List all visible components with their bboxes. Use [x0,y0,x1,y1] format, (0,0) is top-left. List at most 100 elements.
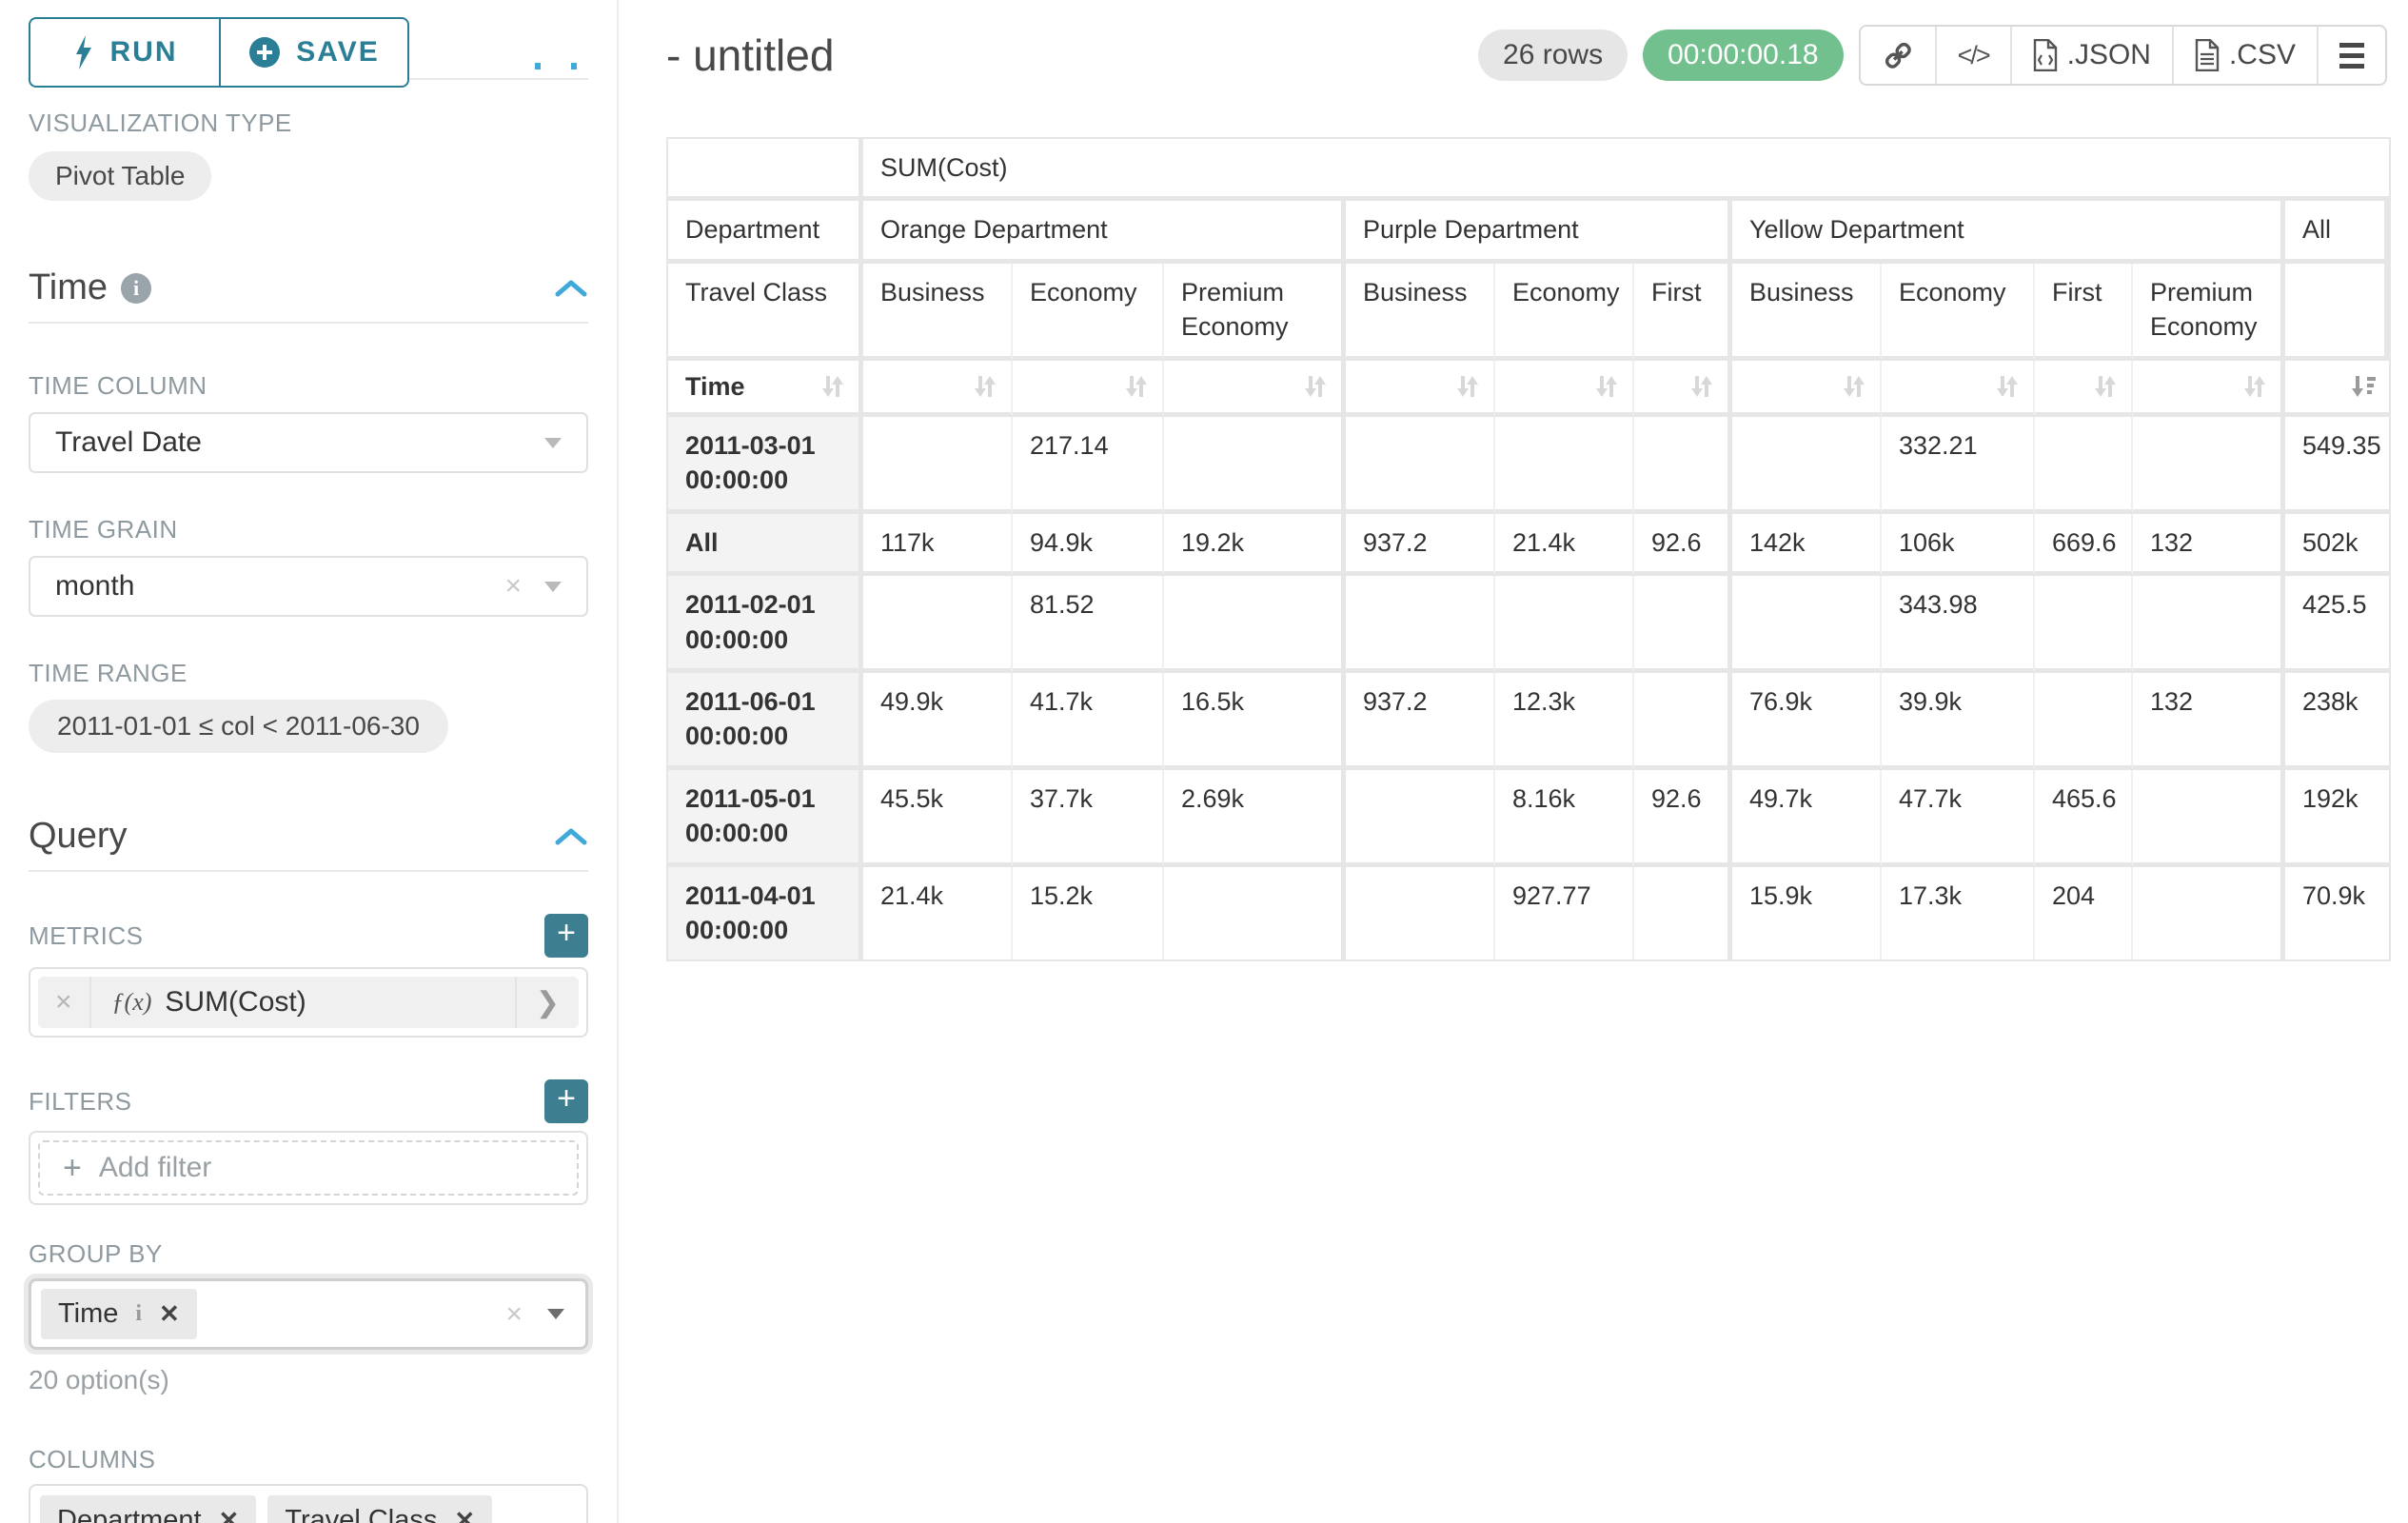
info-icon: i [121,272,152,304]
run-save-button-group: RUN SAVE [29,17,409,88]
group-by-options-hint: 20 option(s) [29,1365,169,1394]
pivot-cell: 132 [2133,672,2285,770]
sort-header-cell[interactable] [2035,360,2133,417]
chevron-down-icon [544,581,562,592]
viz-type-label: VISUALIZATION TYPE [29,109,292,137]
control-panel: RUN SAVE Chart Type VISUALIZATION TYPE P… [0,0,619,1523]
csv-file-icon [2195,39,2220,71]
sort-icon[interactable] [1122,372,1151,401]
sort-icon[interactable] [1993,372,2022,401]
more-menu-button[interactable] [2317,27,2385,84]
save-button[interactable]: SAVE [219,17,409,88]
sort-icon[interactable] [1592,372,1621,401]
columns-label: COLUMNS [29,1445,156,1474]
sort-header-cell[interactable] [1346,360,1495,417]
clipped-chevron-dots [535,63,577,70]
embed-code-button[interactable]: </> [1934,27,2010,84]
copy-link-button[interactable] [1861,27,1935,84]
sort-header-cell[interactable] [2285,360,2390,417]
pivot-cell: 81.52 [1013,576,1164,673]
run-button[interactable]: RUN [29,17,219,88]
clear-icon[interactable]: × [504,570,522,602]
time-section-title: Time [29,267,109,307]
group-by-label: GROUP BY [29,1239,163,1268]
menu-icon [2339,42,2364,69]
chevron-up-icon[interactable] [554,278,588,299]
pivot-cell [1164,576,1346,673]
pivot-cell [1634,416,1732,514]
pivot-cell [1495,576,1634,673]
sort-header-cell[interactable] [863,360,1013,417]
pivot-cell [1164,416,1346,514]
table-row: 2011-02-01 00:00:00 81.52 343.98 425.5 [668,576,2390,673]
sort-header-cell[interactable] [1164,360,1346,417]
json-file-icon [2033,39,2057,71]
columns-select[interactable]: Department ✕ Travel Class ✕ × [29,1484,588,1523]
sort-header-cell[interactable] [1495,360,1634,417]
add-metric-button[interactable]: + [544,914,588,958]
group-by-select[interactable]: Time i ✕ × [29,1278,588,1350]
pivot-col-header: Premium Economy [1164,263,1346,361]
sort-icon[interactable] [819,372,847,401]
time-grain-select[interactable]: month × [29,556,588,617]
pivot-row-label: 2011-06-01 00:00:00 [668,672,863,770]
pivot-cell: 17.3k [1882,866,2035,959]
filters-label: FILTERS [29,1086,132,1116]
time-range-pill[interactable]: 2011-01-01 ≤ col < 2011-06-30 [29,700,448,753]
pivot-table: SUM(Cost) Department Orange Department Purp… [668,139,2390,959]
query-section-title: Query [29,816,128,856]
sort-header-cell[interactable] [1634,360,1732,417]
export-csv-button[interactable]: .CSV [2171,27,2317,84]
sort-icon[interactable] [1453,372,1482,401]
remove-tag-icon[interactable]: ✕ [454,1506,476,1523]
time-column-select[interactable]: Travel Date [29,412,588,473]
remove-tag-icon[interactable]: ✕ [218,1506,240,1523]
viz-type-pill[interactable]: Pivot Table [29,151,212,201]
pivot-cell [1346,576,1495,673]
sort-icon[interactable] [971,372,999,401]
pivot-cell: 132 [2133,513,2285,577]
add-filter-button[interactable]: + Add filter [38,1140,579,1196]
sort-icon[interactable] [1688,372,1716,401]
sort-header-cell[interactable] [2133,360,2285,417]
pivot-cell: 106k [1882,513,2035,577]
remove-tag-icon[interactable]: ✕ [159,1299,180,1328]
run-button-label: RUN [109,36,178,68]
pivot-cell: 343.98 [1882,576,2035,673]
pivot-table-container: SUM(Cost) Department Orange Department Purp… [666,137,2391,961]
sort-icon[interactable] [1301,372,1330,401]
sort-icon[interactable] [2091,372,2120,401]
chevron-up-icon[interactable] [554,826,588,847]
sort-icon[interactable] [2240,372,2269,401]
sort-descending-icon[interactable] [2349,372,2378,401]
sort-header-cell[interactable] [1013,360,1164,417]
table-row: SUM(Cost) [668,139,2390,202]
chevron-down-icon [547,1309,564,1319]
pivot-cell [1732,576,1882,673]
save-button-label: SAVE [296,36,380,68]
chevron-down-icon [544,437,562,448]
function-icon: ƒ(x) [111,988,152,1016]
chevron-right-icon[interactable]: ❯ [514,977,579,1028]
pivot-col-header: First [1634,263,1732,361]
sort-header-cell[interactable] [1882,360,2035,417]
export-button-group: </> .JSON .CSV [1858,25,2387,86]
chart-title[interactable]: - untitled [666,30,835,80]
remove-metric-icon[interactable]: × [38,977,91,1028]
csv-label: .CSV [2228,39,2296,70]
metric-pill[interactable]: × ƒ(x) SUM(Cost) ❯ [38,977,579,1028]
pivot-cell: 204 [2035,866,2133,959]
add-filter-plus-button[interactable]: + [544,1079,588,1123]
export-json-button[interactable]: .JSON [2009,27,2172,84]
sort-icon[interactable] [1840,372,1868,401]
pivot-row-dim-header[interactable]: Time [668,360,863,417]
pivot-cell [2035,672,2133,770]
pivot-row-label: 2011-04-01 00:00:00 [668,866,863,959]
pivot-cell [1634,576,1732,673]
sort-header-cell[interactable] [1732,360,1882,417]
filters-box: + Add filter [29,1131,588,1205]
clear-icon[interactable]: × [505,1297,523,1330]
pivot-group-header: Purple Department [1346,201,1732,264]
pivot-cell: 927.77 [1495,866,1634,959]
pivot-col-dim2-label: Travel Class [668,263,863,361]
